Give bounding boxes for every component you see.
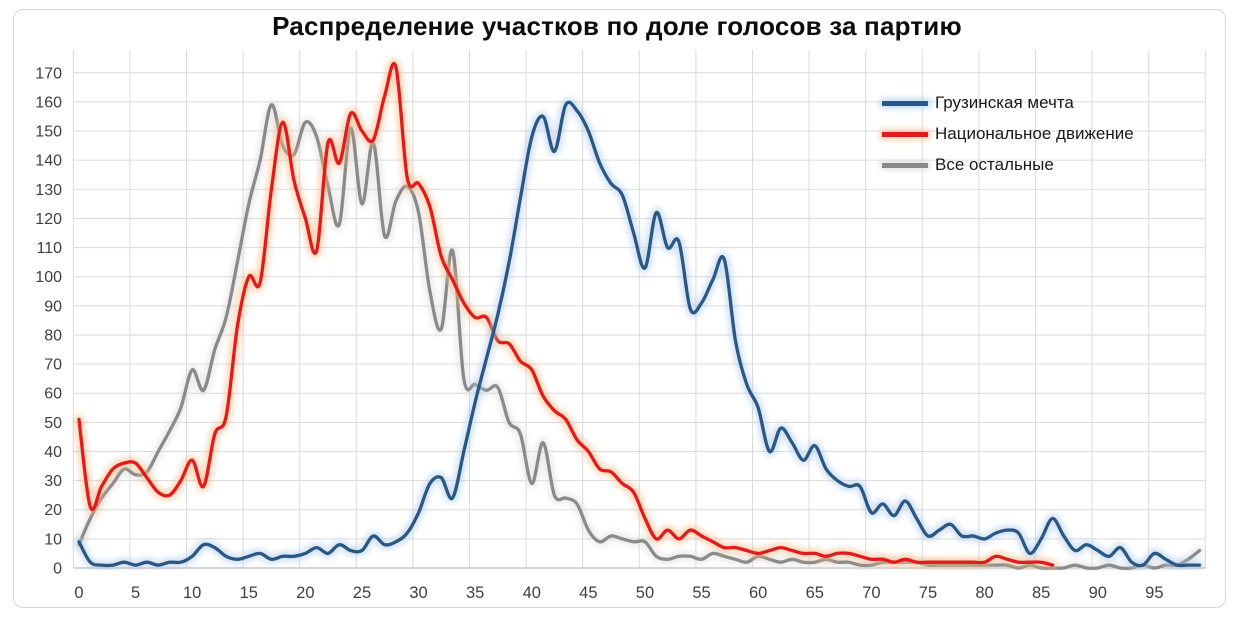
svg-text:70: 70 bbox=[862, 584, 880, 602]
series-line-1 bbox=[77, 62, 1055, 567]
legend-label: Грузинская мечта bbox=[935, 93, 1074, 112]
svg-text:5: 5 bbox=[131, 584, 140, 602]
svg-text:45: 45 bbox=[579, 584, 597, 602]
svg-text:95: 95 bbox=[1145, 584, 1163, 602]
svg-text:140: 140 bbox=[35, 153, 62, 170]
series-line-2 bbox=[77, 103, 1202, 571]
svg-text:30: 30 bbox=[409, 584, 427, 602]
svg-text:160: 160 bbox=[35, 94, 62, 111]
svg-text:15: 15 bbox=[240, 584, 258, 602]
svg-text:70: 70 bbox=[44, 357, 62, 374]
svg-text:10: 10 bbox=[44, 531, 62, 548]
svg-text:60: 60 bbox=[44, 386, 62, 403]
svg-text:40: 40 bbox=[523, 584, 541, 602]
series-line-0 bbox=[77, 100, 1202, 568]
chart-title: Распределение участков по доле голосов з… bbox=[272, 11, 962, 41]
svg-text:150: 150 bbox=[35, 124, 62, 141]
svg-text:120: 120 bbox=[35, 211, 62, 228]
svg-text:30: 30 bbox=[44, 473, 62, 490]
svg-text:50: 50 bbox=[44, 415, 62, 432]
svg-text:170: 170 bbox=[35, 65, 62, 82]
svg-text:90: 90 bbox=[1089, 584, 1107, 602]
svg-text:55: 55 bbox=[692, 584, 710, 602]
legend: Грузинская мечта Национальное движение В… bbox=[882, 92, 1134, 185]
svg-text:65: 65 bbox=[806, 584, 824, 602]
svg-text:20: 20 bbox=[44, 502, 62, 519]
svg-text:110: 110 bbox=[36, 240, 62, 257]
legend-item-all-others: Все остальные bbox=[882, 154, 1134, 176]
svg-text:100: 100 bbox=[35, 269, 62, 286]
svg-text:50: 50 bbox=[636, 584, 654, 602]
svg-text:10: 10 bbox=[183, 584, 201, 602]
chart-frame bbox=[13, 9, 1226, 608]
legend-label: Все остальные bbox=[935, 155, 1054, 174]
legend-label: Национальное движение bbox=[935, 124, 1134, 143]
svg-text:35: 35 bbox=[466, 584, 484, 602]
svg-text:75: 75 bbox=[919, 584, 937, 602]
svg-text:0: 0 bbox=[53, 561, 62, 578]
legend-line-swatch-red bbox=[882, 131, 928, 137]
legend-line-swatch-blue bbox=[882, 100, 928, 106]
legend-line-swatch-gray bbox=[882, 162, 928, 168]
svg-text:60: 60 bbox=[749, 584, 767, 602]
svg-text:25: 25 bbox=[353, 584, 371, 602]
svg-text:80: 80 bbox=[44, 327, 62, 344]
svg-text:0: 0 bbox=[74, 584, 83, 602]
svg-text:130: 130 bbox=[35, 182, 62, 199]
legend-item-georgian-dream: Грузинская мечта bbox=[882, 92, 1134, 114]
svg-text:90: 90 bbox=[44, 298, 62, 315]
legend-item-national-movement: Национальное движение bbox=[882, 123, 1134, 145]
svg-text:85: 85 bbox=[1032, 584, 1050, 602]
svg-text:80: 80 bbox=[975, 584, 993, 602]
svg-text:20: 20 bbox=[296, 584, 314, 602]
svg-text:40: 40 bbox=[44, 444, 62, 461]
